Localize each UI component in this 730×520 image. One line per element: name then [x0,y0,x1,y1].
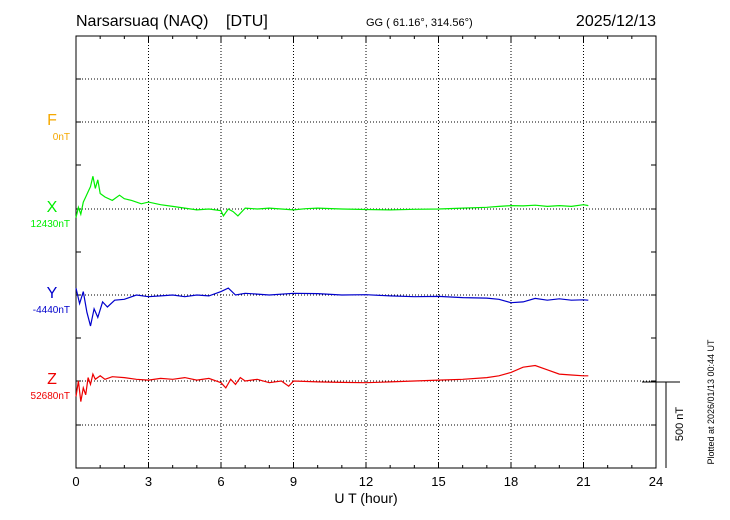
x-tick-label: 3 [145,474,152,489]
x-axis-label: U T (hour) [334,490,397,506]
series-x-line [75,176,589,218]
baseline-value-y: -4440nT [33,305,70,316]
x-tick-label: 0 [72,474,79,489]
x-tick-label: 9 [290,474,297,489]
baseline-value-f: 0nT [53,132,70,143]
component-label-y: Y [47,285,58,302]
station-coordinates: GG ( 61.16°, 314.56°) [366,17,473,29]
plotted-at-note: Plotted at 2026/01/13 00:44 UT [706,339,716,465]
scale-bar-label: 500 nT [674,407,686,442]
series-y-line [75,287,589,327]
x-tick-label: 12 [359,474,373,489]
series-z-line [75,364,589,402]
scale-bar: 500 nT [642,381,686,468]
baseline-value-x: 12430nT [31,219,70,230]
plot-date: 2025/12/13 [576,13,656,30]
x-tick-label: 18 [504,474,518,489]
baseline-value-z: 52680nT [31,391,70,402]
x-tick-label: 21 [576,474,590,489]
data-traces [75,176,589,402]
component-label-x: X [47,199,58,216]
grid-lines [76,36,656,468]
institute-label: [DTU] [226,13,268,30]
x-tick-label: 6 [217,474,224,489]
x-tick-label: 24 [649,474,663,489]
x-tick-label: 15 [431,474,445,489]
component-label-z: Z [47,371,57,388]
component-label-f: F [47,112,57,129]
station-title: Narsarsuaq (NAQ) [76,13,208,30]
axis-ticks: 0 3 6 9 12 15 18 21 24 [72,35,663,489]
